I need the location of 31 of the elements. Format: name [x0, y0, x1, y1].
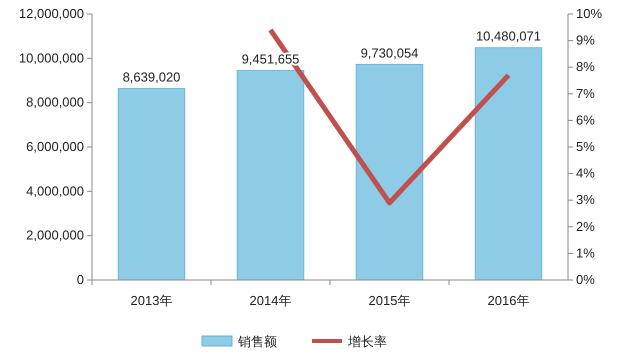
- y-tick-label: 0: [76, 272, 84, 287]
- bar: [118, 88, 186, 280]
- y-tick-label: 8,000,000: [26, 94, 84, 110]
- y2-tick-label: 9%: [576, 32, 596, 48]
- x-tick-label: 2014年: [250, 293, 292, 308]
- y-tick-label: 2,000,000: [26, 228, 84, 243]
- data-label: 8,639,020: [122, 70, 180, 84]
- y-tick-label: 4,000,000: [26, 183, 84, 198]
- y2-tick-label: 6%: [576, 112, 596, 128]
- y2-tick-label: 3%: [576, 192, 596, 208]
- y-tick-label: 6,000,000: [26, 139, 84, 154]
- bar: [356, 64, 424, 280]
- y2-tick-label: 7%: [576, 86, 596, 101]
- legend-label: 增长率: [347, 334, 387, 349]
- y2-tick-label: 4%: [576, 166, 596, 181]
- y2-tick-label: 1%: [576, 245, 596, 260]
- y-tick-label: 10,000,000: [18, 50, 84, 66]
- bar: [474, 47, 542, 280]
- legend-label: 销售额: [237, 334, 277, 349]
- data-label: 9,730,054: [360, 45, 418, 60]
- y2-tick-label: 10%: [576, 6, 602, 21]
- y2-tick-label: 5%: [576, 139, 596, 154]
- data-label: 10,480,071: [476, 28, 542, 44]
- y-tick-label: 12,000,000: [18, 6, 84, 21]
- x-tick-label: 2016年: [488, 293, 530, 308]
- y2-tick-label: 8%: [576, 59, 596, 74]
- y2-tick-label: 2%: [576, 218, 596, 234]
- y2-tick-label: 0%: [576, 272, 596, 287]
- bar: [236, 70, 304, 280]
- x-tick-label: 2013年: [130, 293, 172, 308]
- x-tick-label: 2015年: [368, 293, 410, 308]
